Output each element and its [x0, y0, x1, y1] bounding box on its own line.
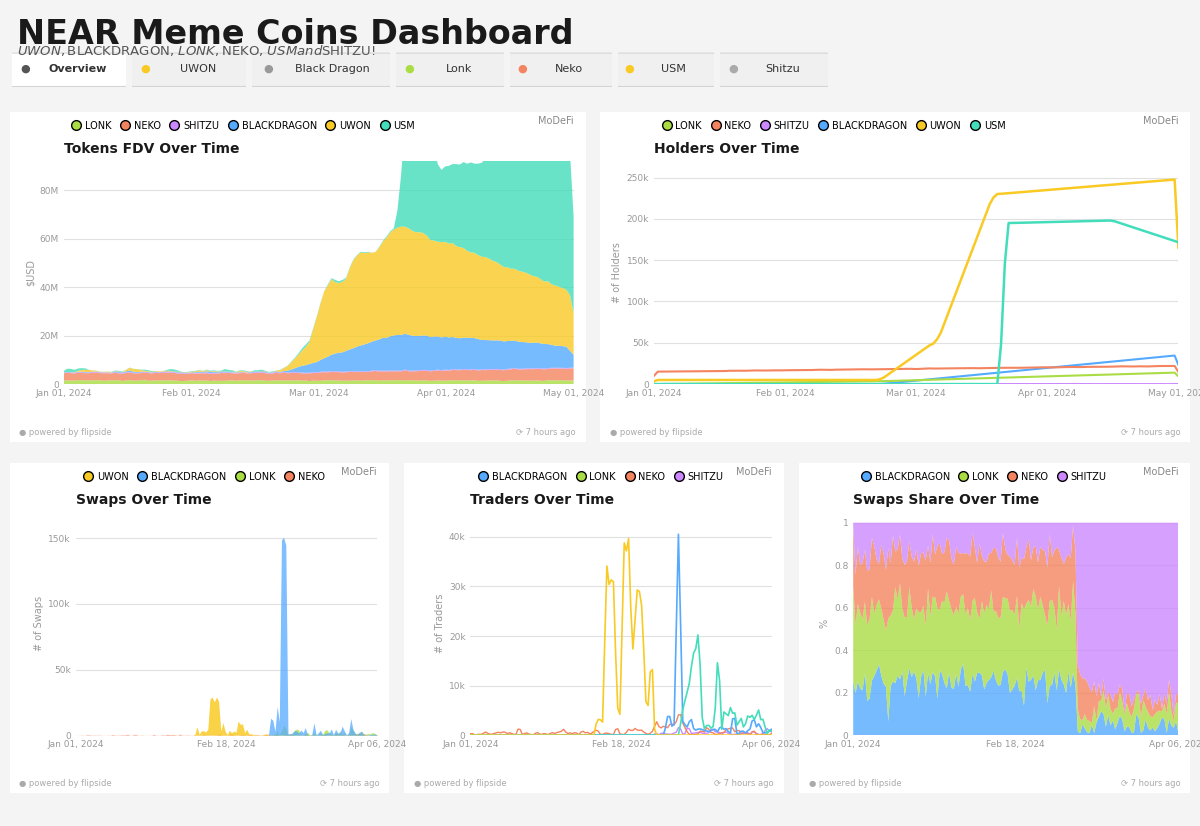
Y-axis label: # of Holders: # of Holders [612, 242, 623, 303]
Text: MoDeFi: MoDeFi [341, 467, 377, 477]
Y-axis label: $USD: $USD [25, 259, 35, 286]
Text: ●: ● [20, 64, 30, 74]
FancyBboxPatch shape [506, 53, 614, 87]
Y-axis label: %: % [820, 619, 829, 629]
Legend: UWON, BLACKDRAGON, LONK, NEKO: UWON, BLACKDRAGON, LONK, NEKO [80, 468, 329, 486]
Text: MoDeFi: MoDeFi [736, 467, 772, 477]
FancyBboxPatch shape [392, 53, 506, 87]
Text: $UWON, $BLACKDRAGON, $LONK, $NEKO, $USM and $SHITZU!: $UWON, $BLACKDRAGON, $LONK, $NEKO, $USM … [17, 43, 376, 58]
Text: ● powered by flipside: ● powered by flipside [610, 429, 702, 437]
FancyBboxPatch shape [7, 110, 588, 444]
Text: MoDeFi: MoDeFi [538, 116, 574, 126]
Text: ⟳ 7 hours ago: ⟳ 7 hours ago [714, 780, 774, 788]
FancyBboxPatch shape [616, 53, 716, 87]
Text: MoDeFi: MoDeFi [1142, 467, 1178, 477]
Text: Tokens FDV Over Time: Tokens FDV Over Time [64, 142, 239, 156]
FancyBboxPatch shape [716, 53, 830, 87]
Text: Traders Over Time: Traders Over Time [470, 493, 614, 507]
Text: Swaps Share Over Time: Swaps Share Over Time [853, 493, 1039, 507]
Text: ●: ● [264, 64, 274, 74]
Legend: LONK, NEKO, SHITZU, BLACKDRAGON, UWON, USM: LONK, NEKO, SHITZU, BLACKDRAGON, UWON, U… [68, 116, 419, 135]
FancyBboxPatch shape [248, 53, 392, 87]
FancyBboxPatch shape [797, 461, 1193, 795]
Text: ● powered by flipside: ● powered by flipside [19, 780, 112, 788]
FancyBboxPatch shape [598, 110, 1193, 444]
Y-axis label: # of Traders: # of Traders [434, 594, 445, 653]
FancyBboxPatch shape [128, 53, 248, 87]
Text: Black Dragon: Black Dragon [295, 64, 370, 74]
Text: Holders Over Time: Holders Over Time [654, 142, 799, 156]
Text: USM: USM [661, 64, 686, 74]
Text: UWON: UWON [180, 64, 216, 74]
Legend: BLACKDRAGON, LONK, NEKO, SHITZU: BLACKDRAGON, LONK, NEKO, SHITZU [858, 468, 1110, 486]
Y-axis label: # of Swaps: # of Swaps [34, 596, 44, 651]
FancyBboxPatch shape [402, 461, 786, 795]
Text: ⟳ 7 hours ago: ⟳ 7 hours ago [319, 780, 379, 788]
FancyBboxPatch shape [8, 53, 128, 87]
Text: ●: ● [404, 64, 414, 74]
Text: Swaps Over Time: Swaps Over Time [76, 493, 211, 507]
Text: Lonk: Lonk [445, 64, 472, 74]
Text: ●: ● [625, 64, 635, 74]
Text: NEAR Meme Coins Dashboard: NEAR Meme Coins Dashboard [17, 18, 574, 51]
Text: MoDeFi: MoDeFi [1142, 116, 1178, 126]
Text: ● powered by flipside: ● powered by flipside [809, 780, 901, 788]
FancyBboxPatch shape [7, 461, 391, 795]
Legend: LONK, NEKO, SHITZU, BLACKDRAGON, UWON, USM: LONK, NEKO, SHITZU, BLACKDRAGON, UWON, U… [659, 116, 1009, 135]
Text: ● powered by flipside: ● powered by flipside [414, 780, 506, 788]
Text: Overview: Overview [49, 64, 107, 74]
Text: ● powered by flipside: ● powered by flipside [19, 429, 112, 437]
Text: ●: ● [517, 64, 527, 74]
Text: Neko: Neko [556, 64, 583, 74]
Text: ⟳ 7 hours ago: ⟳ 7 hours ago [1121, 780, 1181, 788]
Text: ⟳ 7 hours ago: ⟳ 7 hours ago [1121, 429, 1181, 437]
Legend: BLACKDRAGON, LONK, NEKO, SHITZU: BLACKDRAGON, LONK, NEKO, SHITZU [475, 468, 727, 486]
Text: Shitzu: Shitzu [766, 64, 800, 74]
Text: ●: ● [728, 64, 738, 74]
Text: ⟳ 7 hours ago: ⟳ 7 hours ago [516, 429, 576, 437]
Text: ●: ● [140, 64, 150, 74]
